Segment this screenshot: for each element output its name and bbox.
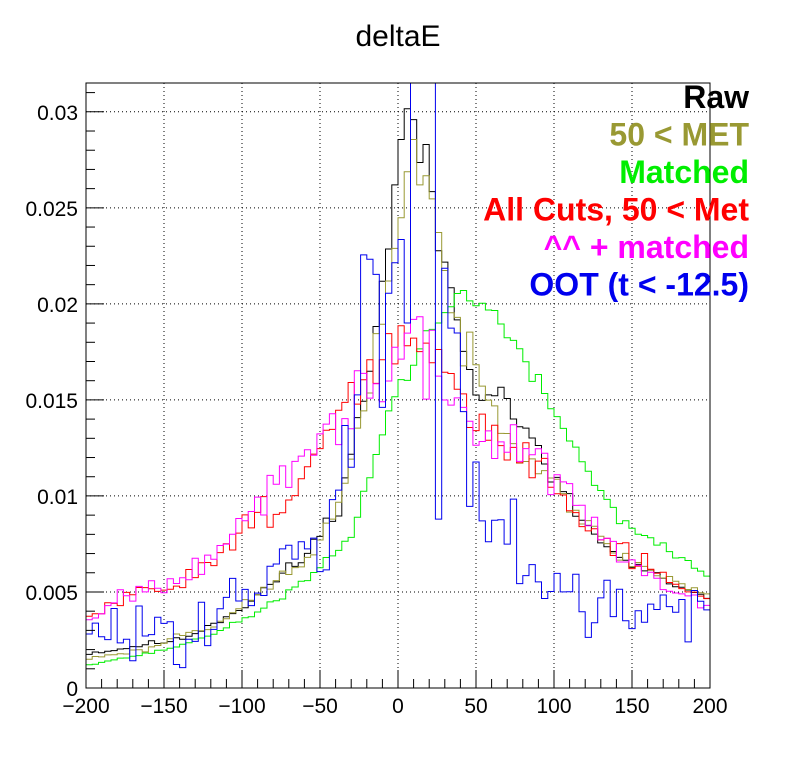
x-tick-label: 100 xyxy=(536,695,571,718)
series-line-4 xyxy=(86,316,710,621)
y-tick-labels: 0 0.005 0.01 0.015 0.02 0.025 0.03 xyxy=(25,102,78,701)
series-layer xyxy=(86,83,710,669)
legend-entry: Matched xyxy=(619,154,749,190)
series-line-0 xyxy=(86,108,710,655)
x-tick-label: 50 xyxy=(464,695,487,718)
x-tick-label: −100 xyxy=(218,695,265,718)
tick-marks xyxy=(85,92,711,689)
legend-entry: Raw xyxy=(683,79,749,115)
legend-entry: 50 < MET xyxy=(609,117,749,153)
series-line-1 xyxy=(86,139,710,660)
y-tick-label: 0 xyxy=(66,678,78,701)
legend-entry: ^^ + matched xyxy=(544,229,749,265)
x-tick-label: −200 xyxy=(62,695,109,718)
x-tick-label: 200 xyxy=(692,695,727,718)
y-tick-label: 0.005 xyxy=(25,582,78,605)
series-line-5 xyxy=(86,83,710,669)
legend-entry: All Cuts, 50 < Met xyxy=(483,192,749,228)
x-tick-label: −150 xyxy=(140,695,187,718)
chart-title: deltaE xyxy=(355,20,440,53)
y-tick-label: 0.03 xyxy=(37,102,78,125)
x-tick-label: 0 xyxy=(392,695,404,718)
x-tick-labels: −200 −150 −100 −50 0 50 100 150 200 xyxy=(62,695,727,718)
y-tick-label: 0.02 xyxy=(37,294,78,317)
y-tick-label: 0.025 xyxy=(25,198,78,221)
x-tick-label: 150 xyxy=(614,695,649,718)
series-line-2 xyxy=(86,290,710,666)
y-tick-label: 0.015 xyxy=(25,390,78,413)
y-tick-label: 0.01 xyxy=(37,486,78,509)
legend-entry: OOT (t < -12.5) xyxy=(529,267,749,303)
x-tick-label: −50 xyxy=(302,695,338,718)
